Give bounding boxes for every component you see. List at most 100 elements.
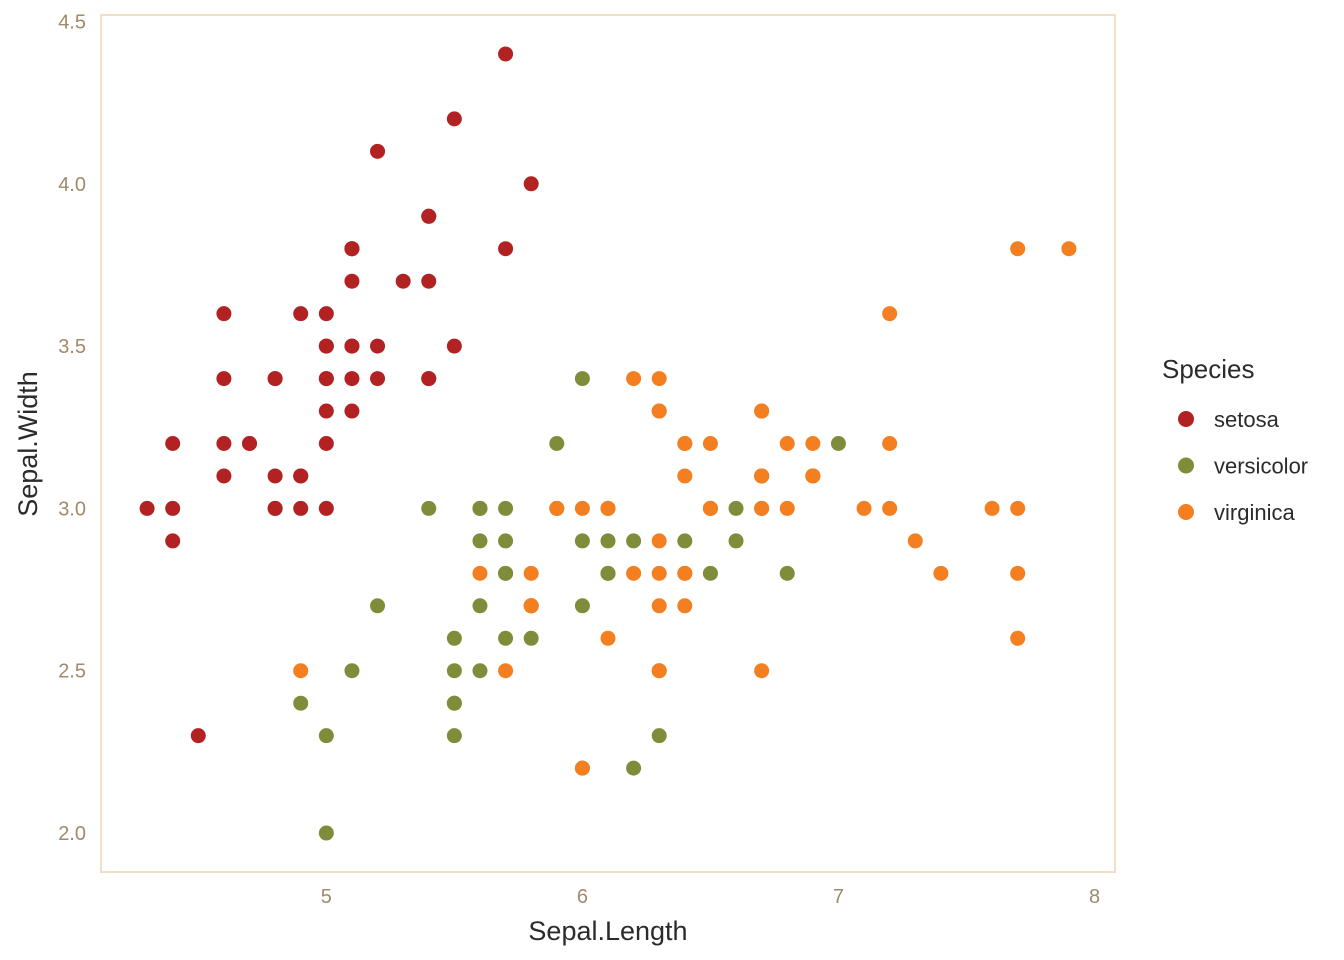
data-point <box>498 46 514 62</box>
series-versicolor <box>293 371 846 841</box>
data-point <box>472 663 488 679</box>
x-tick-label: 8 <box>1089 886 1100 908</box>
y-tick-label: 4.0 <box>58 174 86 196</box>
data-point <box>779 565 795 581</box>
data-point <box>728 533 744 549</box>
data-point <box>754 403 770 419</box>
legend-label-setosa: setosa <box>1214 407 1280 432</box>
legend: Species setosa versicolor virginica <box>1162 354 1308 525</box>
data-point <box>651 663 667 679</box>
data-point <box>421 500 437 516</box>
data-point <box>267 468 283 484</box>
data-point <box>856 500 872 516</box>
data-point <box>651 598 667 614</box>
data-point <box>626 371 642 387</box>
data-point <box>523 598 539 614</box>
data-point <box>318 371 334 387</box>
data-point <box>267 371 283 387</box>
data-point <box>139 500 155 516</box>
data-point <box>446 695 462 711</box>
data-point <box>626 760 642 776</box>
data-point <box>1010 500 1026 516</box>
data-point <box>421 208 437 224</box>
data-point <box>600 533 616 549</box>
data-point <box>472 500 488 516</box>
data-point <box>600 630 616 646</box>
data-point <box>293 695 309 711</box>
data-point <box>446 663 462 679</box>
y-axis-ticks: 2.0 2.5 3.0 3.5 4.0 4.5 <box>58 11 86 845</box>
x-tick-label: 6 <box>577 886 588 908</box>
data-point <box>651 371 667 387</box>
data-point <box>318 403 334 419</box>
data-point <box>165 436 181 451</box>
legend-label-virginica: virginica <box>1214 500 1295 525</box>
data-point <box>574 598 590 614</box>
y-tick-label: 2.0 <box>58 823 86 845</box>
data-point <box>370 143 386 159</box>
data-point <box>267 500 283 516</box>
data-point <box>574 500 590 516</box>
data-point <box>446 728 462 744</box>
y-axis-title: Sepal.Width <box>13 371 43 517</box>
data-points <box>139 46 1077 841</box>
x-axis-title: Sepal.Length <box>528 916 687 946</box>
data-point <box>190 728 206 744</box>
data-point <box>677 565 693 581</box>
data-point <box>446 630 462 646</box>
data-point <box>523 630 539 646</box>
data-point <box>344 663 360 679</box>
data-point <box>498 663 514 679</box>
data-point <box>882 436 898 451</box>
data-point <box>651 565 667 581</box>
y-tick-label: 3.0 <box>58 498 86 520</box>
data-point <box>549 436 565 451</box>
series-setosa <box>139 46 539 744</box>
data-point <box>933 565 949 581</box>
data-point <box>472 533 488 549</box>
data-point <box>165 500 181 516</box>
data-point <box>318 728 334 744</box>
data-point <box>421 371 437 387</box>
data-point <box>1010 630 1026 646</box>
data-point <box>293 468 309 484</box>
data-point <box>882 306 898 322</box>
data-point <box>1061 241 1077 257</box>
data-point <box>344 403 360 419</box>
data-point <box>344 338 360 354</box>
data-point <box>984 500 1000 516</box>
data-point <box>626 533 642 549</box>
data-point <box>216 436 232 451</box>
data-point <box>779 436 795 451</box>
data-point <box>830 436 846 451</box>
data-point <box>216 371 232 387</box>
data-point <box>370 371 386 387</box>
data-point <box>242 436 258 451</box>
data-point <box>677 598 693 614</box>
data-point <box>498 630 514 646</box>
data-point <box>216 306 232 322</box>
y-tick-label: 3.5 <box>58 336 86 358</box>
data-point <box>370 338 386 354</box>
data-point <box>805 436 821 451</box>
data-point <box>293 306 309 322</box>
data-point <box>421 273 437 289</box>
data-point <box>318 500 334 516</box>
data-point <box>702 565 718 581</box>
data-point <box>318 436 334 451</box>
data-point <box>293 663 309 679</box>
series-virginica <box>293 241 1077 776</box>
data-point <box>677 468 693 484</box>
data-point <box>677 436 693 451</box>
data-point <box>472 598 488 614</box>
data-point <box>165 533 181 549</box>
data-point <box>677 533 693 549</box>
x-tick-label: 5 <box>321 886 332 908</box>
data-point <box>549 500 565 516</box>
data-point <box>216 468 232 484</box>
legend-key-setosa <box>1178 411 1194 427</box>
data-point <box>626 565 642 581</box>
data-point <box>523 176 539 192</box>
data-point <box>651 403 667 419</box>
data-point <box>702 500 718 516</box>
